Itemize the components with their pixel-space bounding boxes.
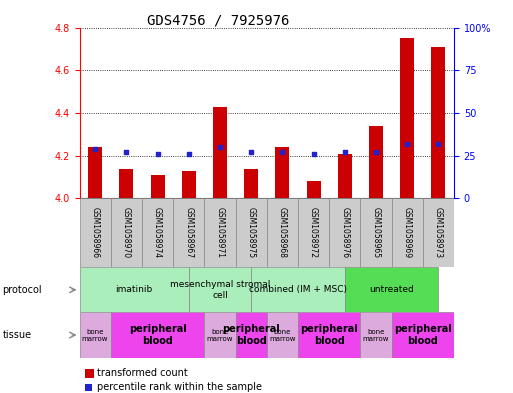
Bar	[267, 312, 298, 358]
Bar	[88, 147, 102, 198]
Bar	[120, 169, 133, 198]
Text: mesenchymal stromal
cell: mesenchymal stromal cell	[170, 280, 270, 299]
Text: imatinib: imatinib	[115, 285, 153, 294]
Bar	[423, 198, 454, 267]
Text: GSM1058968: GSM1058968	[278, 208, 287, 258]
Bar	[298, 198, 329, 267]
Point	[216, 144, 224, 150]
Bar	[400, 38, 414, 198]
Bar	[235, 312, 267, 358]
Text: bone
marrow: bone marrow	[82, 329, 108, 342]
Text: peripheral
blood: peripheral blood	[394, 324, 451, 346]
Bar	[111, 198, 142, 267]
Text: GSM1058965: GSM1058965	[371, 207, 381, 259]
Text: GSM1058969: GSM1058969	[403, 207, 412, 259]
Point	[309, 151, 318, 157]
Bar	[80, 198, 111, 267]
Point	[153, 151, 162, 157]
Bar	[431, 47, 445, 198]
Bar	[360, 198, 391, 267]
Bar	[204, 312, 235, 358]
Point	[435, 141, 443, 147]
Bar	[150, 175, 165, 198]
Bar	[275, 147, 289, 198]
Bar	[369, 126, 383, 198]
Text: GSM1058973: GSM1058973	[434, 207, 443, 259]
Text: untreated: untreated	[369, 285, 414, 294]
Bar	[111, 312, 204, 358]
Point	[122, 149, 130, 156]
Text: GSM1058966: GSM1058966	[91, 207, 100, 259]
Point	[403, 141, 411, 147]
Bar	[307, 182, 321, 198]
Bar	[204, 198, 235, 267]
Bar	[298, 312, 360, 358]
Text: peripheral
blood: peripheral blood	[222, 324, 280, 346]
Bar	[391, 312, 454, 358]
Bar	[329, 198, 360, 267]
Text: bone
marrow: bone marrow	[269, 329, 295, 342]
Text: protocol: protocol	[3, 285, 42, 295]
Point	[247, 149, 255, 156]
Text: peripheral
blood: peripheral blood	[300, 324, 358, 346]
Point	[278, 149, 286, 156]
Text: GSM1058970: GSM1058970	[122, 207, 131, 259]
Bar	[189, 267, 251, 312]
Text: combined (IM + MSC): combined (IM + MSC)	[249, 285, 347, 294]
Bar	[173, 198, 204, 267]
Bar	[360, 312, 391, 358]
Point	[372, 149, 380, 156]
Text: GSM1058975: GSM1058975	[247, 207, 255, 259]
Bar	[338, 154, 352, 198]
Bar	[213, 107, 227, 198]
Bar	[182, 171, 196, 198]
Text: GDS4756 / 7925976: GDS4756 / 7925976	[147, 14, 289, 28]
Point	[91, 146, 99, 152]
Point	[341, 149, 349, 156]
Text: GSM1058971: GSM1058971	[215, 208, 225, 258]
Text: peripheral
blood: peripheral blood	[129, 324, 186, 346]
Text: GSM1058974: GSM1058974	[153, 207, 162, 259]
Bar	[267, 198, 298, 267]
Bar	[391, 198, 423, 267]
Bar	[251, 267, 345, 312]
Text: bone
marrow: bone marrow	[363, 329, 389, 342]
Bar	[80, 267, 189, 312]
Bar	[244, 169, 258, 198]
Bar	[345, 267, 439, 312]
Text: GSM1058972: GSM1058972	[309, 208, 318, 258]
Text: GSM1058976: GSM1058976	[340, 207, 349, 259]
Bar	[80, 312, 111, 358]
Bar	[142, 198, 173, 267]
Text: transformed count: transformed count	[97, 368, 188, 378]
Text: GSM1058967: GSM1058967	[184, 207, 193, 259]
Text: percentile rank within the sample: percentile rank within the sample	[97, 382, 262, 392]
Text: tissue: tissue	[3, 330, 32, 340]
Point	[185, 151, 193, 157]
Bar	[235, 198, 267, 267]
Text: bone
marrow: bone marrow	[207, 329, 233, 342]
